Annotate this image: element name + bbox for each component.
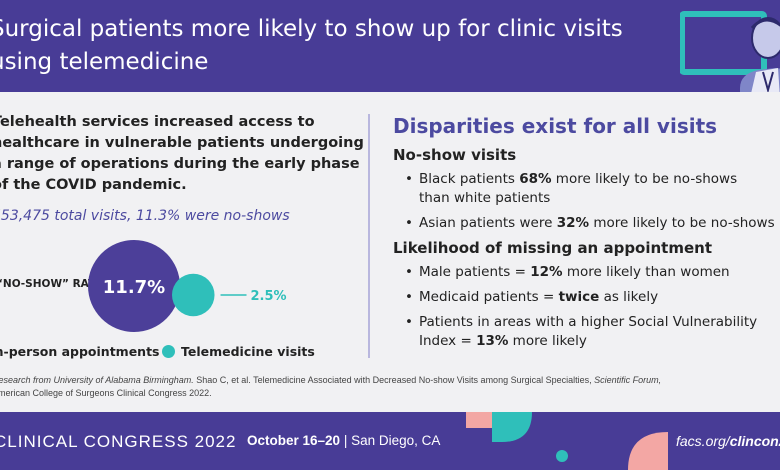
noshow-rate-chart: “NO-SHOW” RATE 11.7% 2.5% xyxy=(0,232,360,342)
noshow-list: Black patients 68% more likely to be no-… xyxy=(393,170,780,233)
citation-line-1: Research from University of Alabama Birm… xyxy=(0,375,662,385)
list-item: Male patients = 12% more likely than wom… xyxy=(405,263,780,282)
page-title-line-2: using telemedicine xyxy=(0,49,209,75)
citation-line-2: American College of Surgeons Clinical Co… xyxy=(0,388,212,398)
intro-line: of the COVID pandemic. xyxy=(0,177,187,193)
content-area: Telehealth services increased access to … xyxy=(0,92,780,412)
chart-legend: In-person appointments Telemedicine visi… xyxy=(0,344,350,364)
teal-dot-icon xyxy=(162,345,175,358)
footer-congress: CLINICAL CONGRESS 2022 xyxy=(0,432,237,451)
intro-line: Telehealth services increased access to xyxy=(0,114,315,130)
intro-statement: Telehealth services increased access to … xyxy=(0,112,364,196)
header-banner: Surgical patients more likely to show up… xyxy=(0,0,780,92)
footer-dates: October 16–20 | San Diego, CA xyxy=(247,433,441,448)
total-visits-text: 553,475 total visits, 11.3% were no-show… xyxy=(0,208,290,224)
intro-line: healthcare in vulnerable patients underg… xyxy=(0,135,364,151)
legend-telemed: Telemedicine visits xyxy=(162,344,315,359)
section-divider xyxy=(368,114,370,358)
list-item: Medicaid patients = twice as likely xyxy=(405,288,780,307)
inperson-bubble xyxy=(88,240,180,332)
intro-line: a range of operations during the early p… xyxy=(0,156,360,172)
legend-inperson-label: In-person appointments xyxy=(0,344,160,359)
page-title-line-1: Surgical patients more likely to show up… xyxy=(0,16,623,42)
telemed-bubble xyxy=(172,273,215,317)
footer-decoration xyxy=(466,412,668,470)
disparities-panel: Disparities exist for all visits No-show… xyxy=(393,114,780,357)
footer-banner: CLINICAL CONGRESS 2022 October 16–20 | S… xyxy=(0,412,780,470)
inperson-value-label: 11.7% xyxy=(103,277,165,298)
missing-list: Male patients = 12% more likely than wom… xyxy=(393,263,780,351)
disparities-title: Disparities exist for all visits xyxy=(393,114,718,138)
citation: Research from University of Alabama Birm… xyxy=(0,374,780,400)
list-item: Black patients 68% more likely to be no-… xyxy=(405,170,764,208)
telemed-value-label: 2.5% xyxy=(251,289,287,304)
noshow-rate-label: “NO-SHOW” RATE xyxy=(0,278,103,290)
legend-telemed-label: Telemedicine visits xyxy=(181,344,315,359)
list-item: Asian patients were 32% more likely to b… xyxy=(405,214,780,233)
bubble-chart-svg: 11.7% 2.5% xyxy=(88,240,287,332)
missing-heading: Likelihood of missing an appointment xyxy=(393,239,713,257)
monitor-doctor-icon xyxy=(680,11,780,92)
footer-url-link[interactable]: facs.org/clincon2022 xyxy=(676,433,780,449)
noshow-heading: No-show visits xyxy=(393,146,517,164)
list-item: Patients in areas with a higher Social V… xyxy=(405,313,780,351)
